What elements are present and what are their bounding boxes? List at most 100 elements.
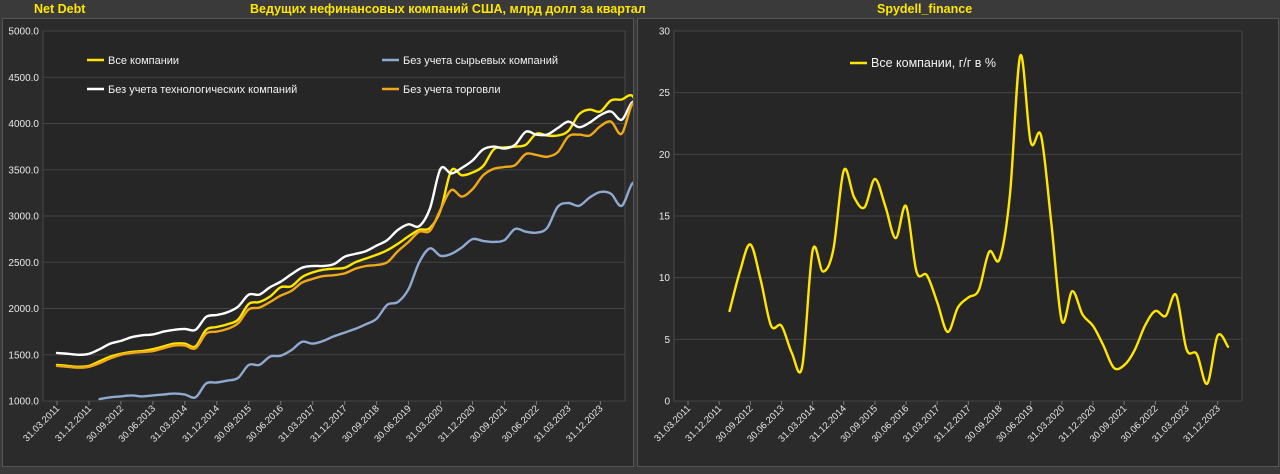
data-point-ex_commodity — [461, 247, 463, 249]
data-point-ex_trade — [365, 265, 367, 267]
data-point-yoy — [760, 279, 762, 281]
data-point-ex_tech — [504, 148, 506, 150]
data-point-ex_commodity — [152, 395, 154, 397]
data-point-yoy — [1009, 194, 1011, 196]
data-point-ex_tech — [109, 343, 111, 345]
y-tick-label: 20 — [659, 150, 671, 161]
data-point-ex_commodity — [546, 227, 548, 229]
data-point-all — [578, 113, 580, 115]
data-point-yoy — [885, 205, 887, 207]
data-point-yoy — [750, 244, 752, 246]
data-point-ex_tech — [56, 352, 58, 354]
data-point-yoy — [1165, 315, 1167, 317]
data-point-ex_trade — [291, 290, 293, 292]
data-point-yoy — [1134, 350, 1136, 352]
data-point-ex_commodity — [301, 341, 303, 343]
legend-label-ex_trade: Без учета торговли — [403, 84, 500, 96]
data-point-all — [589, 109, 591, 111]
data-point-yoy — [947, 331, 949, 333]
data-point-yoy — [1175, 294, 1177, 296]
data-point-yoy — [1217, 335, 1219, 337]
data-point-ex_commodity — [248, 364, 250, 366]
data-point-ex_trade — [568, 136, 570, 138]
data-point-ex_commodity — [600, 191, 602, 193]
data-point-ex_tech — [557, 127, 559, 129]
data-point-yoy — [957, 306, 959, 308]
y-tick-label: 1500.0 — [8, 350, 39, 361]
data-point-ex_tech — [621, 119, 623, 121]
data-point-ex_tech — [536, 134, 538, 136]
data-point-ex_tech — [355, 253, 357, 255]
data-point-all — [344, 267, 346, 269]
left-title: Net Debt — [34, 2, 86, 16]
data-point-all — [280, 286, 282, 288]
data-point-ex_trade — [227, 328, 229, 330]
series-line-ex_commodity — [98, 180, 645, 401]
data-point-ex_trade — [504, 166, 506, 168]
data-point-ex_commodity — [621, 205, 623, 207]
data-point-ex_tech — [312, 265, 314, 267]
data-point-yoy — [1103, 345, 1105, 347]
data-point-yoy — [1227, 346, 1229, 348]
y-tick-label: 3500.0 — [8, 165, 39, 176]
data-point-ex_commodity — [269, 356, 271, 358]
net-debt-chart: 1000.0 1500.0 2000.0 2500.0 3000.0 3500.0 4000… — [8, 27, 666, 445]
data-point-ex_trade — [141, 351, 143, 353]
data-point-ex_commodity — [525, 231, 527, 233]
data-point-ex_commodity — [472, 238, 474, 240]
data-point-ex_trade — [237, 323, 239, 325]
data-point-ex_commodity — [237, 377, 239, 379]
data-point-ex_trade — [56, 365, 58, 367]
data-point-ex_tech — [493, 146, 495, 148]
data-point-yoy — [926, 274, 928, 276]
data-point-ex_trade — [205, 333, 207, 335]
data-point-yoy — [1186, 348, 1188, 350]
data-point-ex_tech — [280, 281, 282, 283]
data-point-yoy — [895, 237, 897, 239]
data-point-ex_tech — [248, 294, 250, 296]
data-point-ex_trade — [163, 347, 165, 349]
data-point-ex_commodity — [280, 355, 282, 357]
data-point-ex_tech — [301, 267, 303, 269]
data-point-all — [472, 172, 474, 174]
yoy-chart: 05101520253031.03.201131.12.201130.09.20… — [652, 27, 1243, 445]
source-title: Spydell_finance — [877, 2, 973, 16]
data-point-all — [600, 111, 602, 113]
data-point-ex_commodity — [504, 239, 506, 241]
data-point-ex_tech — [269, 286, 271, 288]
chart-title: Ведущих нефинансовых компаний США, млрд … — [250, 2, 646, 16]
data-point-yoy — [1082, 314, 1084, 316]
data-point-ex_commodity — [482, 240, 484, 242]
data-point-ex_commodity — [568, 202, 570, 204]
data-point-yoy — [1155, 310, 1157, 312]
data-point-yoy — [1123, 364, 1125, 366]
data-point-ex_tech — [216, 314, 218, 316]
data-point-all — [408, 236, 410, 238]
data-point-yoy — [1051, 224, 1053, 226]
data-point-ex_trade — [440, 209, 442, 211]
data-point-all — [557, 135, 559, 137]
data-point-ex_trade — [216, 331, 218, 333]
data-point-ex_trade — [269, 301, 271, 303]
data-point-ex_trade — [493, 168, 495, 170]
data-point-all — [301, 276, 303, 278]
data-point-ex_commodity — [205, 383, 207, 385]
data-point-ex_commodity — [173, 393, 175, 395]
data-point-ex_trade — [418, 231, 420, 233]
data-point-yoy — [1020, 55, 1022, 57]
y-tick-label: 5 — [664, 335, 670, 346]
data-point-ex_trade — [525, 153, 527, 155]
legend-label-ex_tech: Без учета технологических компаний — [108, 84, 297, 96]
right-chart-panel: 0 5 10 15 20 25 30 31.03.2011 31.12.2011 30.09.20… — [637, 18, 1279, 467]
data-point-ex_commodity — [131, 395, 133, 397]
data-point-ex_trade — [397, 250, 399, 252]
data-point-yoy — [791, 352, 793, 354]
data-point-ex_trade — [99, 362, 101, 364]
series-line-ex_trade — [55, 100, 645, 369]
data-point-ex_tech — [99, 348, 101, 350]
data-point-ex_trade — [301, 282, 303, 284]
data-point-ex_commodity — [365, 323, 367, 325]
data-point-ex_tech — [88, 353, 90, 355]
data-point-ex_tech — [386, 239, 388, 241]
data-point-ex_trade — [312, 278, 314, 280]
